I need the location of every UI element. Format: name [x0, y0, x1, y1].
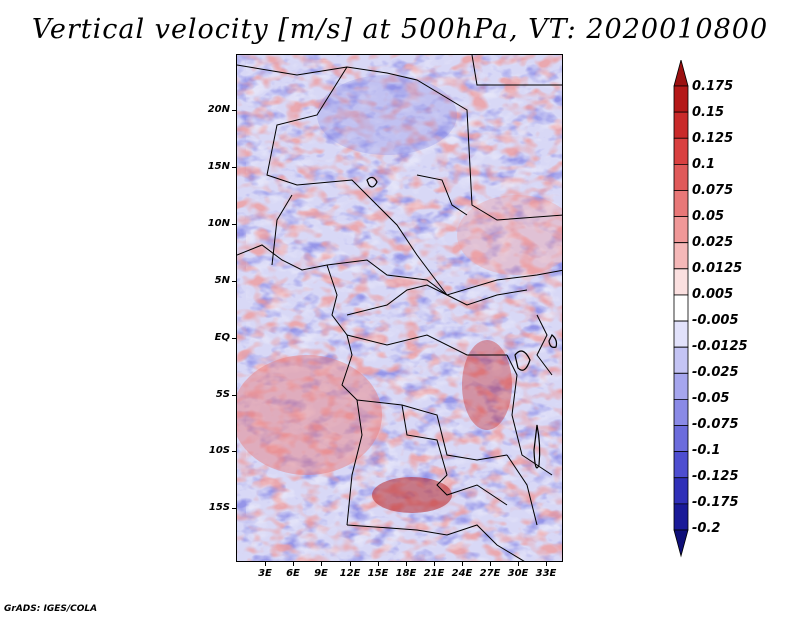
colorbar-bin — [673, 242, 689, 270]
lon-tick — [350, 562, 351, 566]
colorbar-bin — [673, 268, 689, 296]
lon-label-24e: 24E — [451, 568, 473, 579]
lon-label-6e: 6E — [286, 568, 300, 579]
colorbar-label: -0.0125 — [692, 339, 748, 354]
colorbar-label: -0.005 — [692, 313, 739, 328]
colorbar-label: -0.05 — [692, 391, 730, 406]
colorbar-bin — [673, 85, 689, 113]
colorbar-bin — [673, 529, 689, 558]
colorbar-bin — [673, 503, 689, 531]
credit-text: GrADS: IGES/COLA — [4, 604, 98, 614]
colorbar-label: 0.025 — [692, 235, 734, 250]
lon-label-15e: 15E — [367, 568, 389, 579]
colorbar-bin — [673, 216, 689, 244]
lon-label-18e: 18E — [395, 568, 417, 579]
colorbar-label: -0.175 — [692, 495, 739, 510]
lon-label-30e: 30E — [507, 568, 529, 579]
lon-label-12e: 12E — [339, 568, 361, 579]
lon-tick — [406, 562, 407, 566]
colorbar-bin — [673, 111, 689, 139]
colorbar-bin — [673, 451, 689, 479]
lon-tick — [293, 562, 294, 566]
colorbar-bin — [673, 372, 689, 400]
lon-label-33e: 33E — [535, 568, 557, 579]
lon-tick — [490, 562, 491, 566]
lat-tick — [232, 281, 236, 282]
lat-tick — [232, 338, 236, 339]
lon-tick — [321, 562, 322, 566]
lon-tick — [265, 562, 266, 566]
lon-label-21e: 21E — [423, 568, 445, 579]
colorbar-bin — [673, 190, 689, 217]
colorbar-label: 0.15 — [692, 105, 725, 120]
lon-label-27e: 27E — [479, 568, 501, 579]
lat-tick — [232, 508, 236, 509]
colorbar-label: 0.005 — [692, 287, 734, 302]
lat-tick — [232, 224, 236, 225]
colorbar-label: 0.05 — [692, 209, 725, 224]
lat-label-5s: 5S — [215, 389, 230, 400]
colorbar-label: -0.025 — [692, 365, 739, 380]
colorbar-label: 0.125 — [692, 131, 734, 146]
colorbar-label: -0.1 — [692, 443, 721, 458]
colorbar-label: -0.075 — [692, 417, 739, 432]
lon-tick — [434, 562, 435, 566]
colorbar-bin — [673, 399, 689, 426]
lat-label-20n: 20N — [207, 104, 230, 115]
colorbar-bin — [673, 137, 689, 165]
colorbar-bin — [673, 320, 689, 348]
lon-tick — [378, 562, 379, 566]
map-title: Vertical velocity [m/s] at 500hPa, VT: 2… — [31, 14, 769, 45]
lat-label-5n: 5N — [214, 275, 230, 286]
lat-label-10s: 10S — [208, 445, 230, 456]
lat-label-15s: 15S — [208, 502, 230, 513]
lon-tick — [462, 562, 463, 566]
lat-tick — [232, 395, 236, 396]
colorbar — [673, 60, 689, 558]
lat-label-10n: 10N — [207, 218, 230, 229]
map-panel — [236, 54, 563, 562]
colorbar-bin — [673, 163, 689, 191]
colorbar-label: -0.2 — [692, 521, 721, 536]
lat-tick — [232, 110, 236, 111]
lon-label-3e: 3E — [258, 568, 272, 579]
colorbar-bin — [673, 477, 689, 505]
lon-tick — [546, 562, 547, 566]
colorbar-label: 0.175 — [692, 79, 734, 94]
lat-label-eq: EQ — [214, 332, 230, 343]
lat-tick — [232, 451, 236, 452]
colorbar-label: 0.075 — [692, 183, 734, 198]
colorbar-label: 0.0125 — [692, 261, 743, 276]
vertical-velocity-field — [237, 55, 562, 561]
lon-tick — [518, 562, 519, 566]
lat-tick — [232, 167, 236, 168]
colorbar-bin — [673, 346, 689, 374]
colorbar-bin — [673, 60, 689, 87]
colorbar-label: -0.125 — [692, 469, 739, 484]
lat-label-15n: 15N — [207, 161, 230, 172]
colorbar-bin — [673, 294, 689, 322]
colorbar-bin — [673, 425, 689, 453]
colorbar-label: 0.1 — [692, 157, 716, 172]
lon-label-9e: 9E — [314, 568, 328, 579]
